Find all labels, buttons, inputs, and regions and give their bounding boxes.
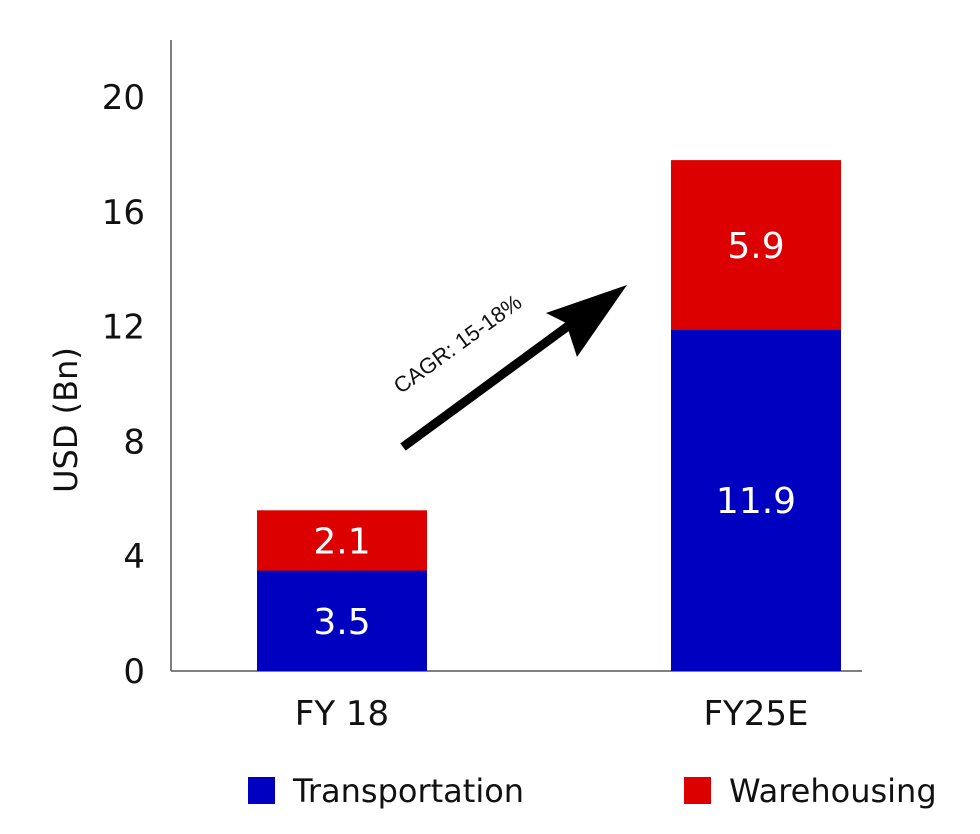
category-labels: FY 18 FY25E xyxy=(295,694,809,734)
bar-segment-warehousing xyxy=(671,160,841,330)
legend: Transportation Warehousing xyxy=(248,772,937,810)
y-tick-label: 20 xyxy=(102,78,145,118)
legend-swatch xyxy=(684,777,711,804)
y-tick-label: 16 xyxy=(102,193,145,233)
legend-label: Warehousing xyxy=(729,772,937,810)
bars: 3.5 2.1 11.9 5.9 xyxy=(257,160,841,671)
legend-label: Transportation xyxy=(292,772,524,810)
x-category-label: FY 18 xyxy=(295,694,389,734)
y-tick-label: 12 xyxy=(102,308,145,348)
y-axis-title: USD (Bn) xyxy=(47,347,85,493)
data-label: 5.9 xyxy=(727,226,784,267)
cagr-arrow-shaft xyxy=(400,306,593,451)
bar-segment-warehousing xyxy=(257,510,427,571)
data-label: 11.9 xyxy=(716,481,796,522)
data-label: 3.5 xyxy=(313,602,370,643)
y-tick-labels: 0 4 8 12 16 20 xyxy=(102,78,145,692)
x-category-label: FY25E xyxy=(703,694,808,734)
cagr-arrow xyxy=(400,285,627,451)
cagr-annotation: CAGR: 15-18% xyxy=(389,289,526,398)
y-tick-label: 8 xyxy=(123,422,145,462)
cagr-arrow-head xyxy=(546,285,627,357)
y-tick-label: 0 xyxy=(123,652,145,692)
bar-segment-transportation xyxy=(257,570,427,671)
bar-segment-transportation xyxy=(671,329,841,671)
data-label: 2.1 xyxy=(313,521,370,562)
y-tick-label: 4 xyxy=(123,537,145,577)
legend-swatch xyxy=(248,777,275,804)
